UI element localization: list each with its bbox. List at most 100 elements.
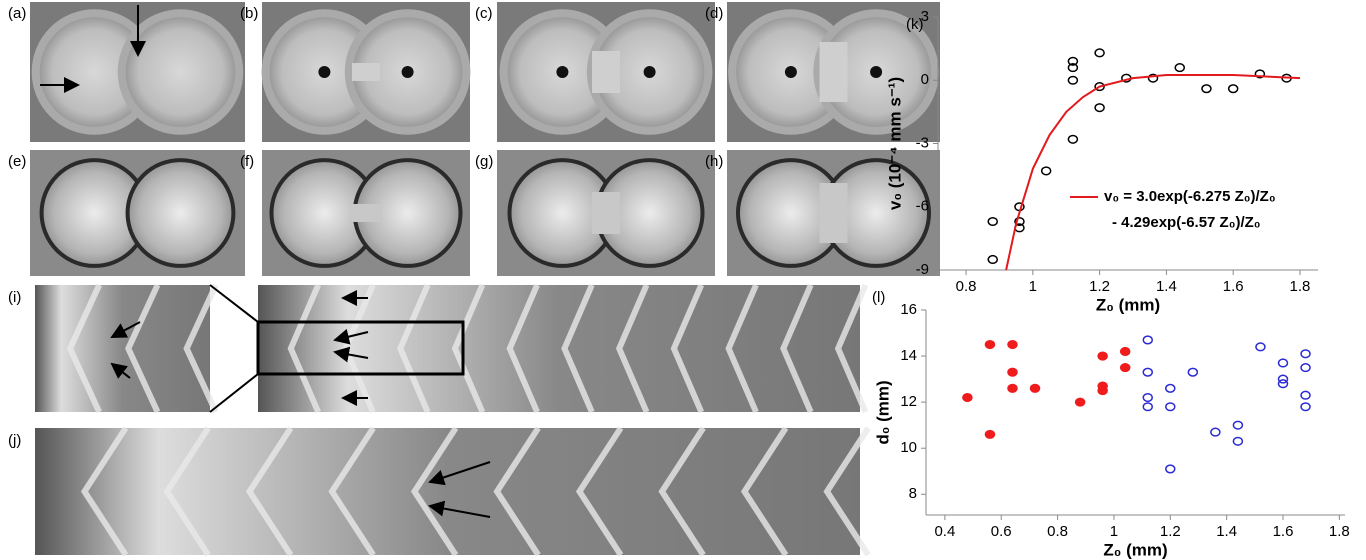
x-tick-label: 0.4	[934, 523, 955, 540]
data-point	[1188, 368, 1197, 376]
figure: (a)(b)(c)(d)(e)(f)(g)(h)(i)(j)-9-6-3030.…	[0, 0, 1366, 560]
y-tick-label: 14	[900, 347, 917, 364]
x-axis-label: Z₀ (mm)	[1103, 540, 1167, 559]
panel-label: (i)	[8, 289, 21, 306]
x-tick-label: 1.4	[1216, 523, 1237, 540]
legend-label: - 4.29exp(-6.57 Z₀)/Z₀	[1112, 214, 1261, 231]
y-axis-label: v₀ (10⁻⁴ mm s⁻¹)	[885, 77, 904, 210]
data-point	[1031, 385, 1040, 393]
panel-label: (f)	[240, 153, 254, 170]
core	[785, 66, 797, 78]
data-point	[985, 341, 994, 349]
bridge	[820, 183, 848, 243]
panel-label: (h)	[705, 153, 723, 170]
x-tick-label: 1.2	[1160, 523, 1181, 540]
y-tick-label: 12	[900, 393, 917, 410]
data-point	[963, 394, 972, 402]
panel-label: (k)	[906, 16, 924, 33]
data-point	[1279, 359, 1288, 367]
bridge	[820, 42, 848, 102]
x-tick-label: 0.8	[956, 278, 977, 295]
x-tick-label: 1.8	[1329, 523, 1350, 540]
data-point	[1301, 350, 1310, 358]
data-point	[1279, 375, 1288, 383]
kymograph	[35, 428, 860, 555]
core	[870, 66, 882, 78]
x-tick-label: 1.6	[1223, 278, 1244, 295]
zoom-line	[210, 374, 258, 412]
y-tick-label: 8	[909, 485, 917, 502]
data-point	[1068, 76, 1077, 84]
x-tick-label: 1.2	[1089, 278, 1110, 295]
data-point	[1143, 394, 1152, 402]
panel-label: (g)	[475, 153, 493, 170]
y-tick-label: 10	[900, 439, 917, 456]
data-point	[1202, 85, 1211, 93]
core	[644, 66, 656, 78]
data-point	[1068, 135, 1077, 143]
core	[402, 66, 414, 78]
data-point	[988, 256, 997, 264]
data-point	[1233, 421, 1242, 429]
y-axis-label: d₀ (mm)	[873, 380, 892, 444]
x-tick-label: 0.8	[1047, 523, 1068, 540]
panel-label: (e)	[8, 153, 26, 170]
data-point	[1121, 348, 1130, 356]
zoom-line	[210, 285, 258, 322]
x-axis-label: Z₀ (mm)	[1096, 295, 1160, 314]
data-point	[1143, 368, 1152, 376]
bridge	[352, 204, 380, 222]
x-tick-label: 1	[1110, 523, 1118, 540]
droplet	[128, 160, 234, 266]
core	[318, 66, 330, 78]
x-tick-label: 1.8	[1290, 278, 1311, 295]
x-tick-label: 1	[1029, 278, 1037, 295]
data-point	[1279, 380, 1288, 388]
data-point	[1098, 387, 1107, 395]
data-point	[1229, 85, 1238, 93]
data-point	[1076, 398, 1085, 406]
data-point	[1008, 341, 1017, 349]
data-point	[1098, 352, 1107, 360]
legend-label: v₀ = 3.0exp(-6.275 Z₀)/Z₀	[1104, 188, 1276, 205]
data-point	[1121, 364, 1130, 372]
panel-label: (l)	[872, 289, 885, 306]
data-point	[1256, 343, 1265, 351]
bridge	[592, 51, 620, 93]
bridge	[352, 63, 380, 81]
data-point	[1301, 403, 1310, 411]
data-point	[1166, 385, 1175, 393]
panel-label: (b)	[240, 5, 258, 22]
panel-label: (j)	[8, 432, 21, 449]
data-point	[1166, 465, 1175, 473]
panel-label: (d)	[705, 5, 723, 22]
data-point	[1301, 391, 1310, 399]
y-tick-label: 16	[900, 301, 917, 318]
data-point	[1008, 385, 1017, 393]
y-tick-label: -6	[916, 198, 929, 215]
data-point	[1233, 437, 1242, 445]
x-tick-label: 1.6	[1273, 523, 1294, 540]
data-point	[1301, 364, 1310, 372]
data-point	[985, 431, 994, 439]
x-tick-label: 0.6	[991, 523, 1012, 540]
y-tick-label: 0	[921, 71, 929, 88]
droplet	[122, 13, 240, 131]
data-point	[988, 218, 997, 226]
panel-label: (a)	[8, 5, 26, 22]
data-point	[1143, 336, 1152, 344]
data-point	[1095, 49, 1104, 57]
data-point	[1175, 64, 1184, 72]
data-point	[1143, 403, 1152, 411]
y-tick-label: -9	[916, 261, 929, 278]
data-point	[1166, 403, 1175, 411]
data-point	[1095, 104, 1104, 112]
panel-label: (c)	[475, 5, 493, 22]
data-point	[1042, 167, 1051, 175]
y-tick-label: -3	[916, 134, 929, 151]
x-tick-label: 1.4	[1156, 278, 1177, 295]
core	[556, 66, 568, 78]
data-point	[1211, 428, 1220, 436]
bridge	[592, 192, 620, 234]
data-point	[1008, 368, 1017, 376]
